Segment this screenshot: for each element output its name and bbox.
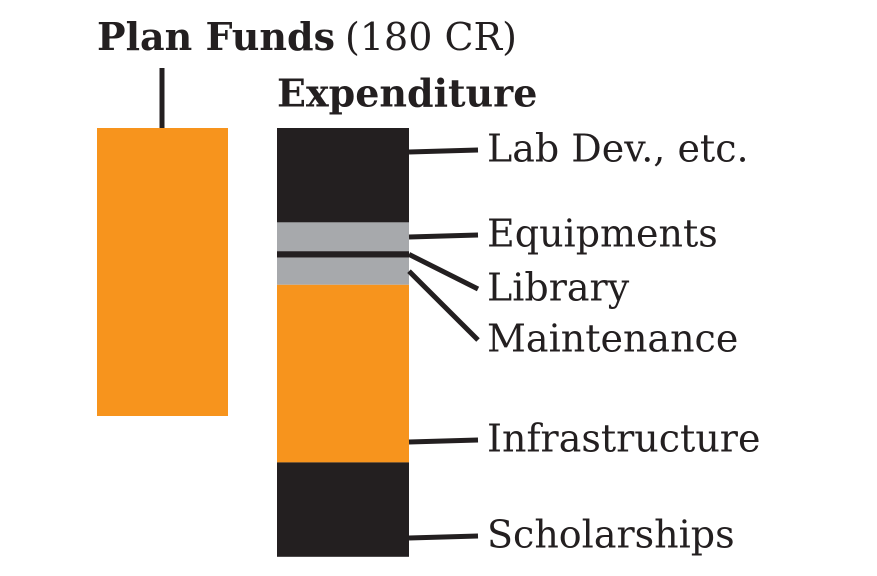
leader-line — [408, 437, 479, 445]
expenditure-segment — [277, 251, 409, 258]
leader-line — [407, 269, 480, 342]
funds-title: Plan Funds (180 CR) — [97, 14, 517, 59]
segment-label: Lab Dev., etc. — [487, 127, 749, 171]
funds-name: Plan Funds — [97, 14, 335, 59]
funds-value-label: (180 CR) — [345, 15, 517, 59]
leader-line — [408, 147, 479, 155]
segment-label: Infrastructure — [487, 417, 760, 461]
leader-line — [408, 533, 479, 541]
segment-label: Scholarships — [487, 513, 735, 557]
leader-line — [407, 252, 480, 292]
segment-label: Library — [487, 266, 630, 310]
expenditure-segment — [277, 257, 409, 285]
segment-label: Maintenance — [487, 317, 738, 361]
funds-bar — [97, 128, 228, 416]
leader-line — [408, 232, 479, 240]
expenditure-segment — [277, 128, 409, 223]
segment-label: Equipments — [487, 212, 718, 256]
expenditure-segment — [277, 284, 409, 463]
expenditure-segment — [277, 462, 409, 557]
expenditure-title: Expenditure — [277, 71, 537, 116]
expenditure-segment — [277, 222, 409, 252]
